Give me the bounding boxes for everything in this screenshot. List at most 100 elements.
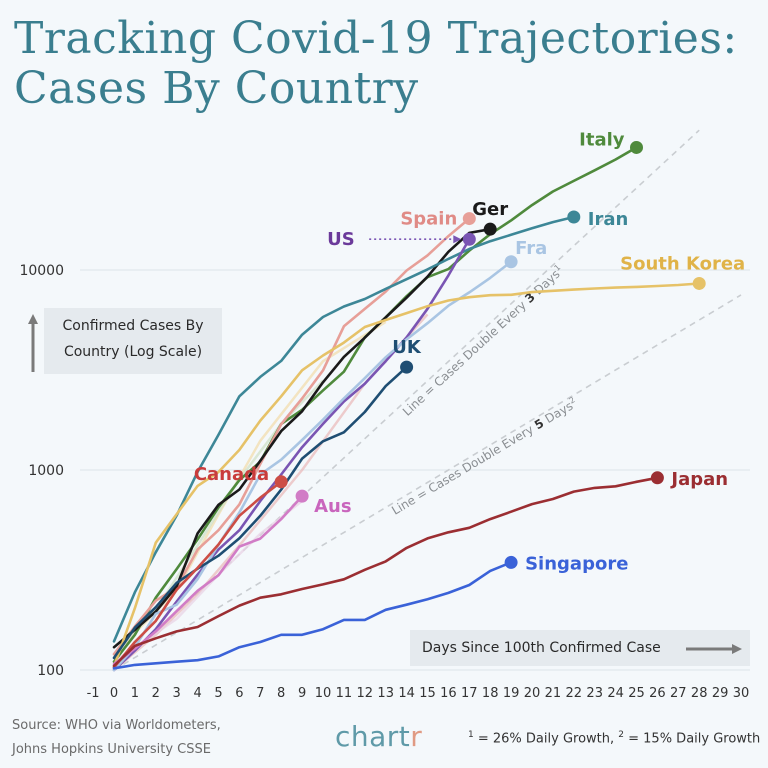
title-line-1: Tracking Covid-19 Trajectories: — [14, 13, 738, 64]
x-tick-label: 19 — [503, 686, 520, 701]
brand-main: chart — [335, 720, 411, 753]
grid-lines — [80, 269, 750, 671]
x-tick-label: 0 — [110, 686, 118, 701]
x-tick-label: 16 — [440, 686, 457, 701]
series-label-canada: Canada — [194, 464, 269, 485]
y-axis-label-line2: Country (Log Scale) — [63, 344, 203, 360]
x-tick-label: 3 — [173, 686, 181, 701]
x-tick-label: 14 — [398, 686, 415, 701]
series-end-dot-italy — [630, 140, 643, 154]
x-tick-label: 11 — [336, 686, 353, 701]
brand-logo: chartr — [335, 720, 422, 753]
us-pointer-arrowhead — [453, 235, 462, 244]
series-label-ger: Ger — [472, 199, 508, 220]
ref-label-sup: 1 — [553, 263, 563, 273]
x-tick-label: 7 — [256, 686, 264, 701]
series-line-fra — [112, 260, 513, 672]
reference-line-label: Line = Cases Double Every 3 Days1 — [399, 263, 566, 419]
chart-title: Tracking Covid-19 Trajectories: Cases By… — [14, 14, 754, 114]
x-tick-label: 25 — [628, 686, 645, 701]
x-tick-label: 20 — [524, 686, 541, 701]
y-tick-label: 10000 — [19, 263, 64, 279]
doubling-reference-line — [113, 294, 742, 671]
x-tick-label: 26 — [649, 686, 666, 701]
source-line-2: Johns Hopkins University CSSE — [12, 742, 211, 757]
series-end-dot-singapore — [504, 555, 518, 569]
source-note: Source: WHO via Worldometers, Johns Hopk… — [12, 714, 221, 762]
series-line-canada — [112, 480, 283, 669]
x-tick-label: 24 — [607, 686, 624, 701]
fn-text-2: = 15% Daily Growth — [624, 731, 761, 747]
x-tick-label: 1 — [131, 686, 139, 701]
series-end-dot-spain — [462, 212, 476, 226]
series-end-dot-iran — [567, 210, 581, 224]
series-labels: Italy Spain Ger Iran US Fra South Korea UK Canad… — [194, 129, 745, 574]
series-lines — [112, 146, 701, 672]
x-tick-label: 5 — [214, 686, 222, 701]
brand-accent: r — [410, 720, 423, 753]
series-line-aus — [112, 494, 304, 666]
x-tick-label: 28 — [691, 686, 708, 701]
series-line-iran — [112, 215, 576, 643]
series-end-dot-canada — [274, 475, 288, 489]
series-label-us: US — [327, 229, 355, 250]
series-line-singapore — [112, 561, 513, 670]
y-axis-label-line1: Confirmed Cases By — [62, 318, 204, 334]
up-arrow-icon — [28, 314, 38, 372]
growth-footnote: 1 = 26% Daily Growth, 2 = 15% Daily Grow… — [468, 730, 760, 746]
series-end-dot-us — [462, 232, 476, 246]
x-tick-label: 30 — [733, 686, 750, 701]
y-tick-label: 100 — [37, 663, 64, 679]
series-label-uk: UK — [392, 337, 422, 358]
x-tick-label: -1 — [87, 686, 100, 701]
series-label-south-korea: South Korea — [620, 253, 745, 274]
x-tick-label: 12 — [357, 686, 374, 701]
x-tick-label: 27 — [670, 686, 687, 701]
series-line-japan — [112, 476, 659, 668]
series-end-dot-south-korea — [692, 276, 706, 290]
series-line-ger — [112, 227, 492, 649]
y-tick-label: 1000 — [28, 463, 64, 479]
ref-label-pre: Line = Cases Double Every — [389, 420, 539, 517]
series-end-dot-aus — [295, 489, 309, 503]
series-label-iran: Iran — [588, 209, 629, 230]
series-end-dot-japan — [650, 471, 664, 485]
x-tick-label: 17 — [461, 686, 478, 701]
fn-sup-2: 2 — [618, 730, 624, 740]
x-tick-label: 18 — [482, 686, 499, 701]
series-end-dot-fra — [504, 255, 518, 269]
x-tick-label: 21 — [545, 686, 562, 701]
x-tick-label: 4 — [193, 686, 201, 701]
series-line-spain — [112, 217, 471, 656]
series-label-fra: Fra — [515, 238, 547, 259]
series-label-italy: Italy — [579, 129, 625, 150]
ref-label-sup: 2 — [568, 395, 577, 405]
x-tick-label: 22 — [566, 686, 583, 701]
fn-sup-1: 1 — [468, 730, 474, 740]
fn-text-1: = 26% Daily Growth, — [473, 731, 619, 747]
x-tick-label: 8 — [277, 686, 285, 701]
series-line-uk — [112, 365, 408, 660]
series-label-spain: Spain — [400, 209, 457, 230]
x-tick-label: 13 — [377, 686, 394, 701]
x-tick-label: 15 — [419, 686, 436, 701]
series-label-singapore: Singapore — [525, 553, 628, 574]
right-arrow-icon — [686, 644, 742, 654]
x-tick-label: 23 — [586, 686, 603, 701]
x-tick-label: 10 — [315, 686, 332, 701]
series-end-dots — [274, 140, 706, 569]
series-end-dot-uk — [400, 360, 414, 374]
series-label-japan: Japan — [669, 469, 728, 490]
title-line-2: Cases By Country — [14, 63, 419, 114]
x-tick-label: 2 — [152, 686, 160, 701]
x-tick-label: 29 — [712, 686, 729, 701]
x-tick-label: 6 — [235, 686, 243, 701]
source-line-1: Source: WHO via Worldometers, — [12, 718, 221, 733]
series-end-dot-ger — [483, 222, 497, 236]
y-axis-label: Confirmed Cases By Country (Log Scale) — [44, 308, 222, 374]
series-line-south-korea — [112, 282, 701, 668]
x-tick-label: 9 — [298, 686, 306, 701]
